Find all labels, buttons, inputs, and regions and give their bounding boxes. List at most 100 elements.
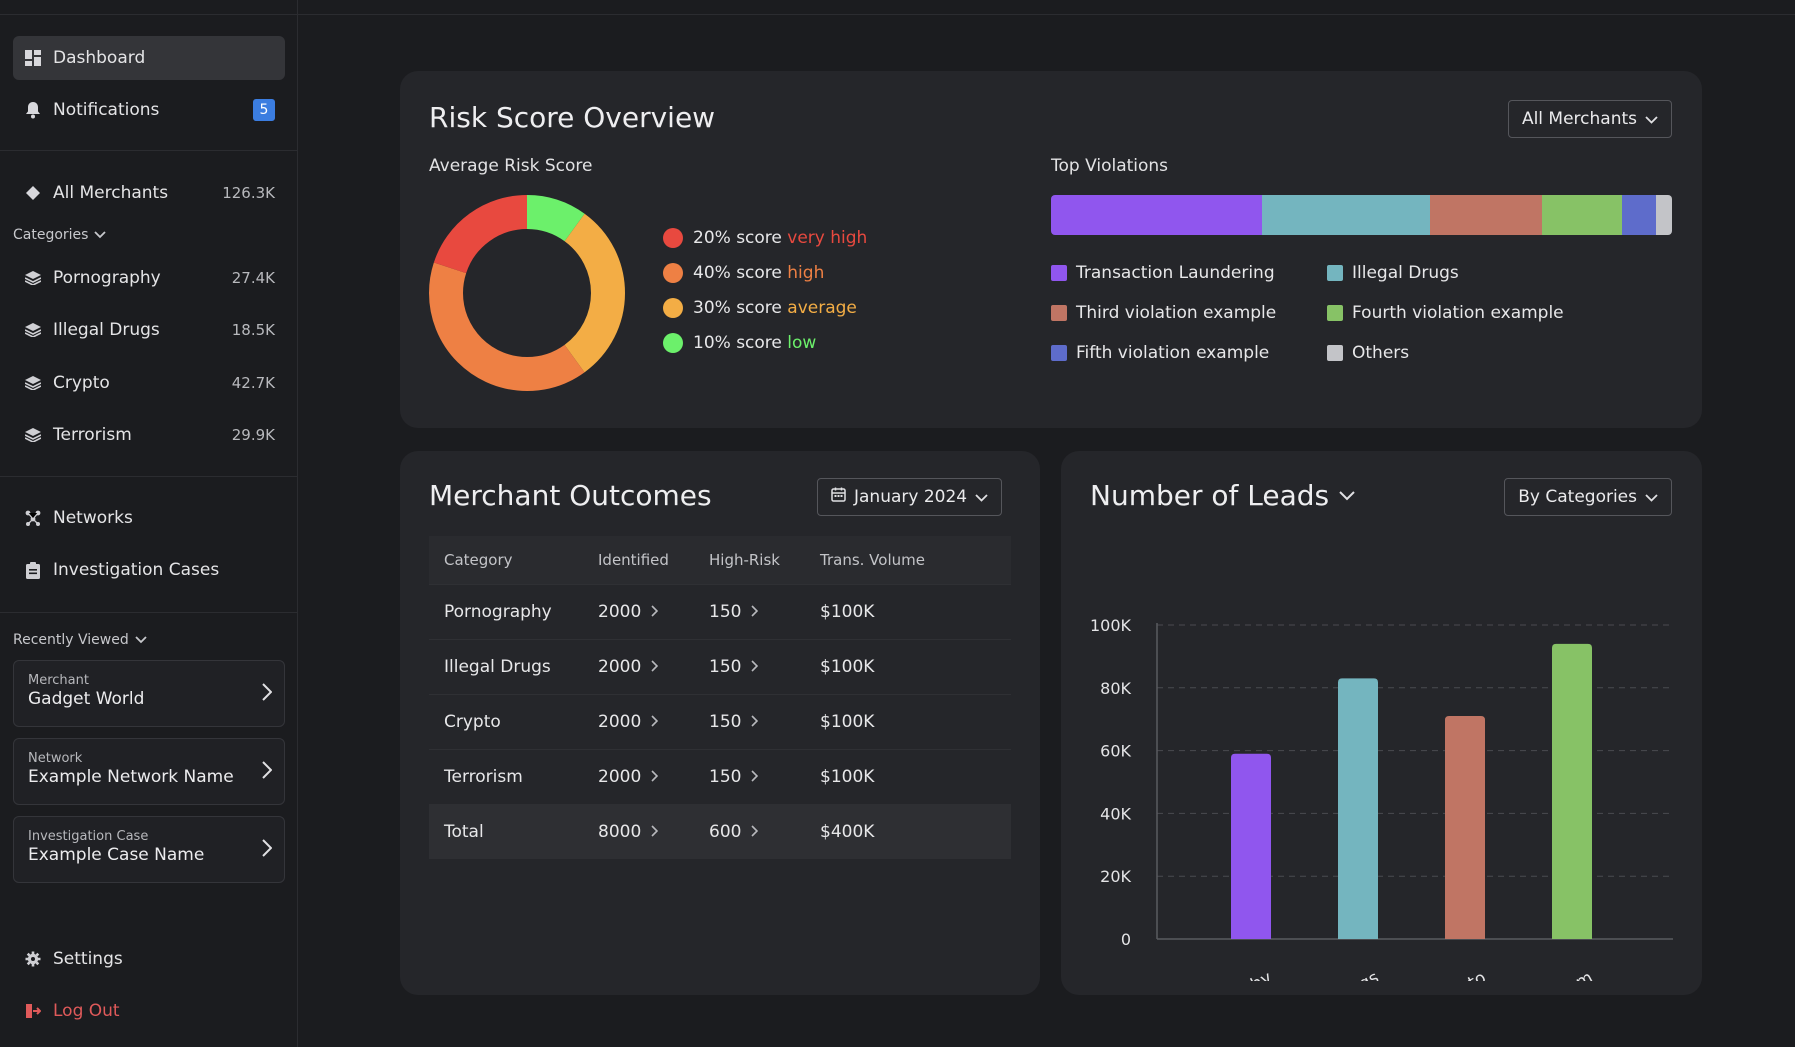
chevron-right-icon [651,602,659,622]
risk-donut-chart [429,195,625,391]
chevron-right-icon [651,822,659,842]
column-header: Category [429,536,583,584]
layers-icon [23,373,43,393]
sidebar-item-crypto[interactable]: Crypto 42.7K [13,361,285,405]
dropdown-value: January 2024 [854,487,968,507]
table-row: Illegal Drugs 2000 150 $100K [429,638,1011,694]
divider [0,14,298,15]
recent-merchant-card[interactable]: Merchant Gadget World [13,660,285,727]
sidebar-item-dashboard[interactable]: Dashboard [13,36,285,80]
donut-segment [429,195,625,391]
chevron-right-icon [751,767,759,787]
sidebar-item-illegal-drugs[interactable]: Illegal Drugs 18.5K [13,308,285,352]
diamond-icon [23,183,43,203]
divider [0,612,298,613]
category-cell: Illegal Drugs [429,638,583,694]
sidebar-item-label: Notifications [53,100,160,120]
sidebar-item-networks[interactable]: Networks [13,496,285,540]
high-risk-cell[interactable]: 150 [694,583,805,639]
chevron-down-icon [135,632,147,648]
categories-toggle[interactable]: Categories [13,227,107,243]
divider [0,476,298,477]
chevron-down-icon [1645,109,1658,129]
y-tick-label: 40K [1100,804,1131,823]
y-tick-label: 100K [1090,616,1132,635]
violation-bar-segment [1656,195,1672,235]
sidebar-item-label: Pornography [53,268,161,288]
identified-cell[interactable]: 8000 [583,804,694,859]
calendar-icon [831,487,846,507]
recent-item-type: Network [28,751,83,766]
sidebar-item-pornography[interactable]: Pornography 27.4K [13,256,285,300]
risk-legend-item: 40% score high [663,263,824,283]
bar[interactable] [1445,716,1485,939]
identified-cell[interactable]: 2000 [583,583,694,639]
chevron-right-icon [751,822,759,842]
table-row: Terrorism 2000 150 $100K [429,748,1011,804]
high-risk-cell[interactable]: 150 [694,693,805,749]
violation-legend-item: Fifth violation example [1051,343,1269,363]
dropdown-value: All Merchants [1521,109,1637,129]
x-tick-label: Terrorism [1517,968,1597,981]
sidebar-item-label: Terrorism [53,425,132,445]
sidebar-item-label: Networks [53,508,133,528]
high-risk-cell[interactable]: 150 [694,748,805,804]
column-header: Trans. Volume [805,536,1011,584]
chevron-right-icon [751,712,759,732]
high-risk-cell[interactable]: 600 [694,804,805,859]
outcomes-table: Category Identified High-Risk Trans. Vol… [429,536,1011,859]
identified-cell[interactable]: 2000 [583,638,694,694]
sidebar-item-notifications[interactable]: Notifications 5 [13,88,285,132]
sidebar-item-terrorism[interactable]: Terrorism 29.9K [13,413,285,457]
chevron-right-icon [751,602,759,622]
recent-item-type: Investigation Case [28,829,149,844]
identified-cell[interactable]: 2000 [583,693,694,749]
category-cell: Terrorism [429,748,583,804]
identified-cell[interactable]: 2000 [583,748,694,804]
recent-network-card[interactable]: Network Example Network Name [13,738,285,805]
sidebar-item-investigation-cases[interactable]: Investigation Cases [13,548,285,592]
legend-prefix: 10% score [693,333,782,353]
gear-icon [23,949,43,969]
layers-icon [23,425,43,445]
bar[interactable] [1338,678,1378,939]
average-risk-title: Average Risk Score [429,156,593,176]
chevron-right-icon [651,767,659,787]
category-cell: Crypto [429,693,583,749]
identified-value: 2000 [598,711,642,732]
network-icon [23,508,43,528]
sidebar-item-logout[interactable]: Log Out [13,989,285,1033]
chevron-right-icon [262,839,273,861]
violation-legend-item: Transaction Laundering [1051,263,1275,283]
category-count: 18.5K [231,321,275,339]
bar[interactable] [1552,643,1592,939]
violation-legend-item: Fourth violation example [1327,303,1564,323]
sidebar-item-settings[interactable]: Settings [13,937,285,981]
category-count: 42.7K [231,374,275,392]
bar[interactable] [1231,753,1271,939]
chevron-down-icon [94,227,107,243]
risk-legend-item: 20% score very high [663,228,867,248]
recently-viewed-toggle[interactable]: Recently Viewed [13,632,147,648]
y-tick-label: 20K [1100,867,1131,886]
recent-case-card[interactable]: Investigation Case Example Case Name [13,816,285,883]
recent-item-name: Example Network Name [28,767,234,787]
table-header-row: Category Identified High-Risk Trans. Vol… [429,536,1011,584]
total-label-cell: Total [429,804,583,859]
violation-legend-item: Third violation example [1051,303,1276,323]
layers-icon [23,268,43,288]
legend-prefix: 30% score [693,298,782,318]
merchant-filter-dropdown[interactable]: All Merchants [1507,100,1672,138]
identified-value: 2000 [598,766,642,787]
donut-segment [429,195,625,391]
date-picker-dropdown[interactable]: January 2024 [817,478,1003,516]
identified-value: 8000 [598,821,642,842]
leads-title-toggle[interactable]: Number of Leads [1090,479,1355,512]
high-risk-cell[interactable]: 150 [694,638,805,694]
violation-bar-segment [1262,195,1430,235]
table-row: Crypto 2000 150 $100K [429,693,1011,749]
chevron-down-icon [1339,486,1355,505]
sidebar-item-all-merchants[interactable]: All Merchants 126.3K [13,171,285,215]
leads-grouping-dropdown[interactable]: By Categories [1504,478,1672,516]
category-count: 27.4K [231,269,275,287]
